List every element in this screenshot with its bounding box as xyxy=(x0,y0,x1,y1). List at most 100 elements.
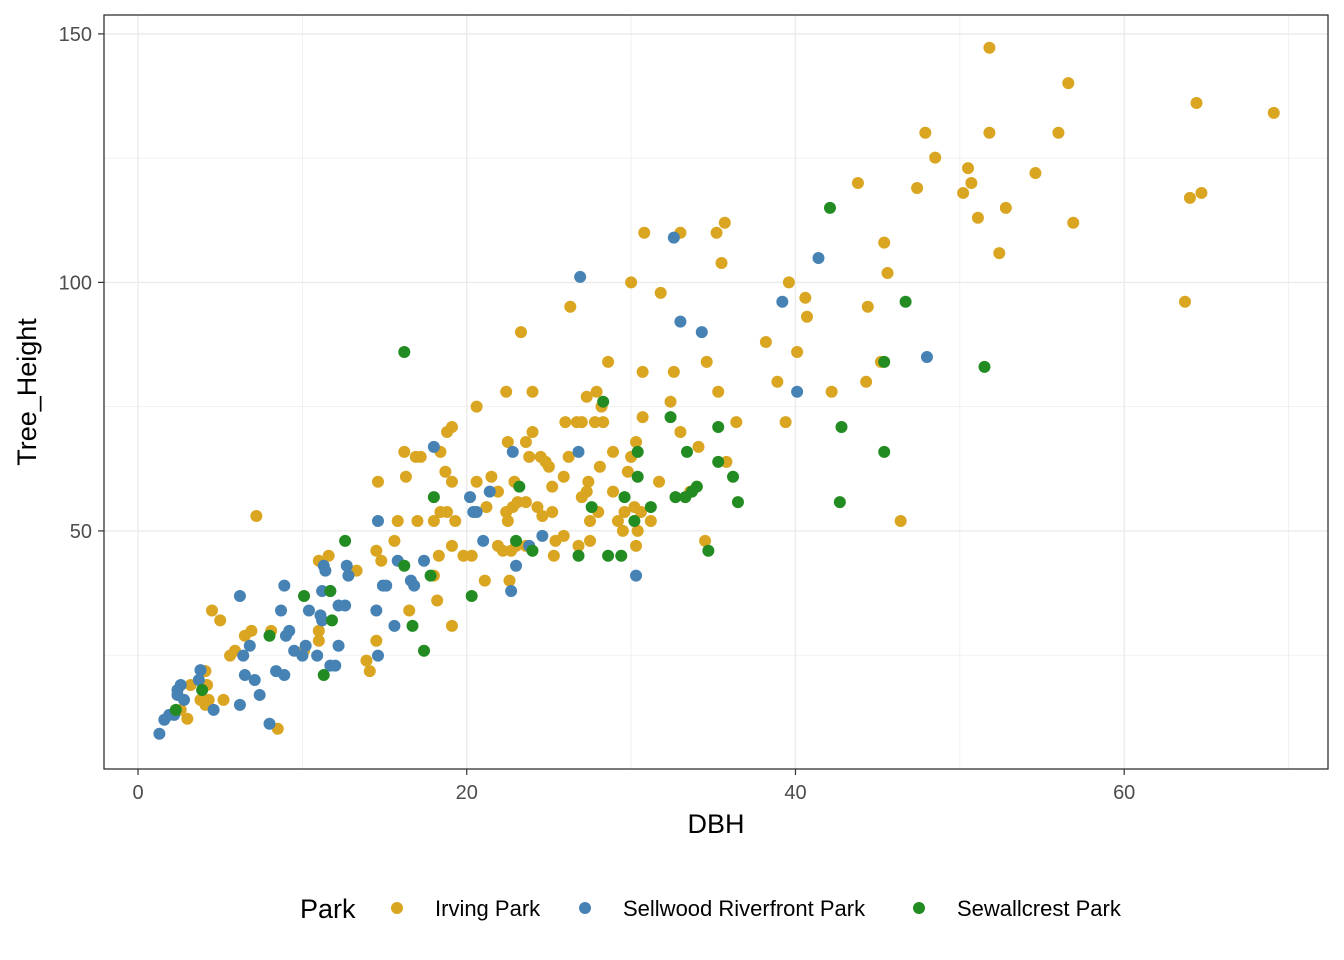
point-sellwood-riverfront-park xyxy=(667,231,680,244)
point-sellwood-riverfront-park xyxy=(296,649,309,662)
point-sewallcrest-park xyxy=(878,445,891,458)
point-irving-park xyxy=(445,539,458,552)
point-irving-park xyxy=(205,604,218,617)
point-irving-park xyxy=(602,355,615,368)
point-irving-park xyxy=(478,574,491,587)
point-sewallcrest-park xyxy=(406,619,419,632)
point-irving-park xyxy=(457,549,470,562)
point-sellwood-riverfront-park xyxy=(464,491,477,504)
legend-title: Park xyxy=(300,894,356,924)
point-sellwood-riverfront-park xyxy=(371,514,384,527)
point-sellwood-riverfront-park xyxy=(278,579,291,592)
legend-key-irving-park xyxy=(391,902,403,914)
y-tick-label: 100 xyxy=(59,272,92,294)
point-irving-park xyxy=(800,310,813,323)
point-irving-park xyxy=(860,375,873,388)
point-irving-park xyxy=(1183,191,1196,204)
x-tick-label: 0 xyxy=(132,782,143,804)
point-irving-park xyxy=(514,326,527,339)
point-irving-park xyxy=(692,440,705,453)
point-irving-park xyxy=(929,151,942,164)
x-tick-label: 60 xyxy=(1113,782,1135,804)
point-sellwood-riverfront-park xyxy=(253,688,266,701)
point-irving-park xyxy=(710,226,723,239)
point-irving-park xyxy=(194,693,207,706)
legend-key-sewallcrest-park xyxy=(913,902,925,914)
point-sewallcrest-park xyxy=(615,549,628,562)
point-irving-park xyxy=(370,634,383,647)
point-irving-park xyxy=(575,491,588,504)
point-irving-park xyxy=(403,604,416,617)
point-sewallcrest-park xyxy=(526,544,539,557)
point-sellwood-riverfront-park xyxy=(339,599,352,612)
point-irving-park xyxy=(572,539,585,552)
point-sewallcrest-park xyxy=(823,201,836,214)
point-irving-park xyxy=(593,460,606,473)
y-tick-label: 50 xyxy=(70,521,92,543)
point-irving-park xyxy=(398,445,411,458)
point-sellwood-riverfront-park xyxy=(674,315,687,328)
point-irving-park xyxy=(501,435,514,448)
point-sellwood-riverfront-park xyxy=(278,669,291,682)
point-irving-park xyxy=(584,534,597,547)
point-irving-park xyxy=(894,514,907,527)
point-sellwood-riverfront-park xyxy=(153,727,166,740)
data-points xyxy=(153,41,1280,740)
point-sewallcrest-park xyxy=(669,491,682,504)
point-sewallcrest-park xyxy=(631,445,644,458)
point-irving-park xyxy=(470,400,483,413)
point-irving-park xyxy=(431,594,444,607)
point-irving-park xyxy=(636,411,649,424)
point-sewallcrest-park xyxy=(702,544,715,557)
point-irving-park xyxy=(993,247,1006,260)
point-irving-park xyxy=(720,455,733,468)
point-sellwood-riverfront-park xyxy=(630,569,643,582)
point-sewallcrest-park xyxy=(196,683,209,696)
point-irving-park xyxy=(825,385,838,398)
point-irving-park xyxy=(414,450,427,463)
point-sellwood-riverfront-park xyxy=(194,664,207,677)
point-sewallcrest-park xyxy=(298,590,311,603)
point-irving-park xyxy=(799,291,812,304)
point-sellwood-riverfront-park xyxy=(920,350,933,363)
point-irving-park xyxy=(667,365,680,378)
point-sewallcrest-park xyxy=(325,614,338,627)
point-irving-park xyxy=(531,501,544,514)
point-irving-park xyxy=(536,510,549,523)
point-irving-park xyxy=(547,549,560,562)
point-sewallcrest-park xyxy=(644,501,657,514)
point-irving-park xyxy=(957,186,970,199)
point-sellwood-riverfront-park xyxy=(311,649,324,662)
point-irving-park xyxy=(779,416,792,429)
point-sellwood-riverfront-park xyxy=(470,506,483,519)
point-sewallcrest-park xyxy=(339,534,352,547)
point-sellwood-riverfront-park xyxy=(510,559,523,572)
point-sellwood-riverfront-park xyxy=(388,619,401,632)
point-irving-park xyxy=(791,345,804,358)
point-irving-park xyxy=(501,514,514,527)
point-sewallcrest-park xyxy=(424,569,437,582)
point-irving-park xyxy=(590,385,603,398)
point-irving-park xyxy=(523,450,536,463)
point-irving-park xyxy=(224,649,237,662)
point-sewallcrest-park xyxy=(731,496,744,509)
y-tick-label: 150 xyxy=(59,24,92,46)
point-irving-park xyxy=(631,524,644,537)
point-sellwood-riverfront-park xyxy=(302,604,315,617)
point-irving-park xyxy=(519,435,532,448)
point-irving-park xyxy=(1179,295,1192,308)
point-sellwood-riverfront-park xyxy=(248,674,261,687)
point-irving-park xyxy=(1067,216,1080,229)
point-irving-park xyxy=(546,480,559,493)
point-irving-park xyxy=(621,465,634,478)
point-irving-park xyxy=(557,529,570,542)
point-irving-park xyxy=(611,514,624,527)
point-irving-park xyxy=(636,365,649,378)
point-sewallcrest-park xyxy=(398,345,411,358)
point-sewallcrest-park xyxy=(712,455,725,468)
point-sellwood-riverfront-park xyxy=(316,585,329,598)
point-sewallcrest-park xyxy=(833,496,846,509)
point-sellwood-riverfront-park xyxy=(263,717,276,730)
point-irving-park xyxy=(759,336,772,349)
point-sellwood-riverfront-park xyxy=(340,559,353,572)
